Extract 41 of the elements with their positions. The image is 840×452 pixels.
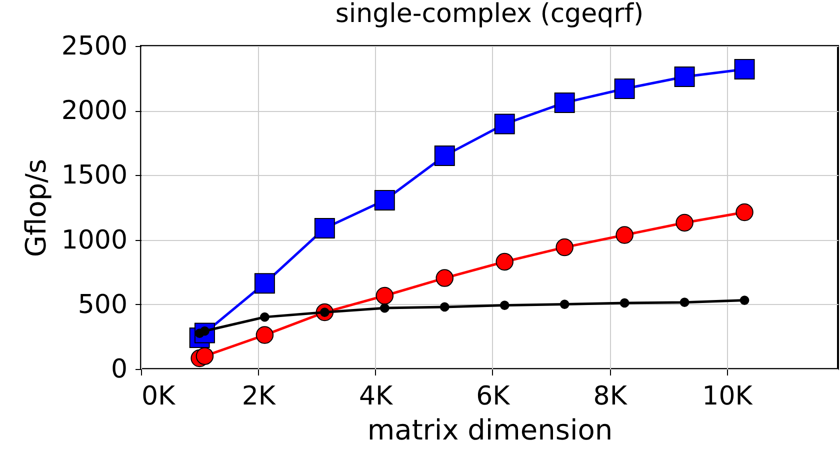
point [736, 203, 754, 222]
y-tick-label: 1500 [61, 160, 128, 191]
point [616, 226, 634, 244]
point [560, 300, 570, 309]
point [256, 326, 274, 344]
point [496, 252, 514, 271]
x-tick-label: 6K [476, 382, 511, 412]
x-tick-label: 4K [358, 382, 394, 412]
chart-title: single-complex (cgeqrf) [335, 0, 644, 29]
point [436, 269, 454, 287]
point [494, 114, 515, 134]
point [674, 66, 695, 87]
point [196, 347, 214, 365]
point [500, 300, 510, 310]
point [434, 145, 455, 166]
point [376, 286, 394, 305]
y-tick-label: 2500 [61, 32, 128, 62]
point [740, 296, 750, 305]
y-axis-title: Gflop/s [19, 158, 52, 258]
point [554, 92, 575, 113]
point [556, 238, 574, 256]
point [260, 312, 270, 322]
point [314, 218, 335, 239]
x-tick-label: 2K [242, 382, 276, 412]
point [614, 78, 635, 100]
x-tick-label: 8K [593, 382, 628, 412]
x-tick-label: 10K [702, 382, 754, 412]
x-tick-label: 0K [142, 382, 176, 412]
point [254, 273, 275, 294]
point [374, 190, 395, 211]
point [620, 298, 630, 308]
point [680, 298, 690, 308]
y-tick-label: 2000 [61, 96, 128, 126]
y-tick-label: 500 [78, 290, 128, 320]
y-tick-label: 0 [110, 354, 128, 384]
point [734, 59, 755, 80]
point [676, 214, 694, 232]
y-tick-label: 1000 [61, 225, 128, 256]
point [440, 302, 450, 312]
x-axis-title: matrix dimension [367, 414, 613, 446]
point [380, 303, 390, 313]
